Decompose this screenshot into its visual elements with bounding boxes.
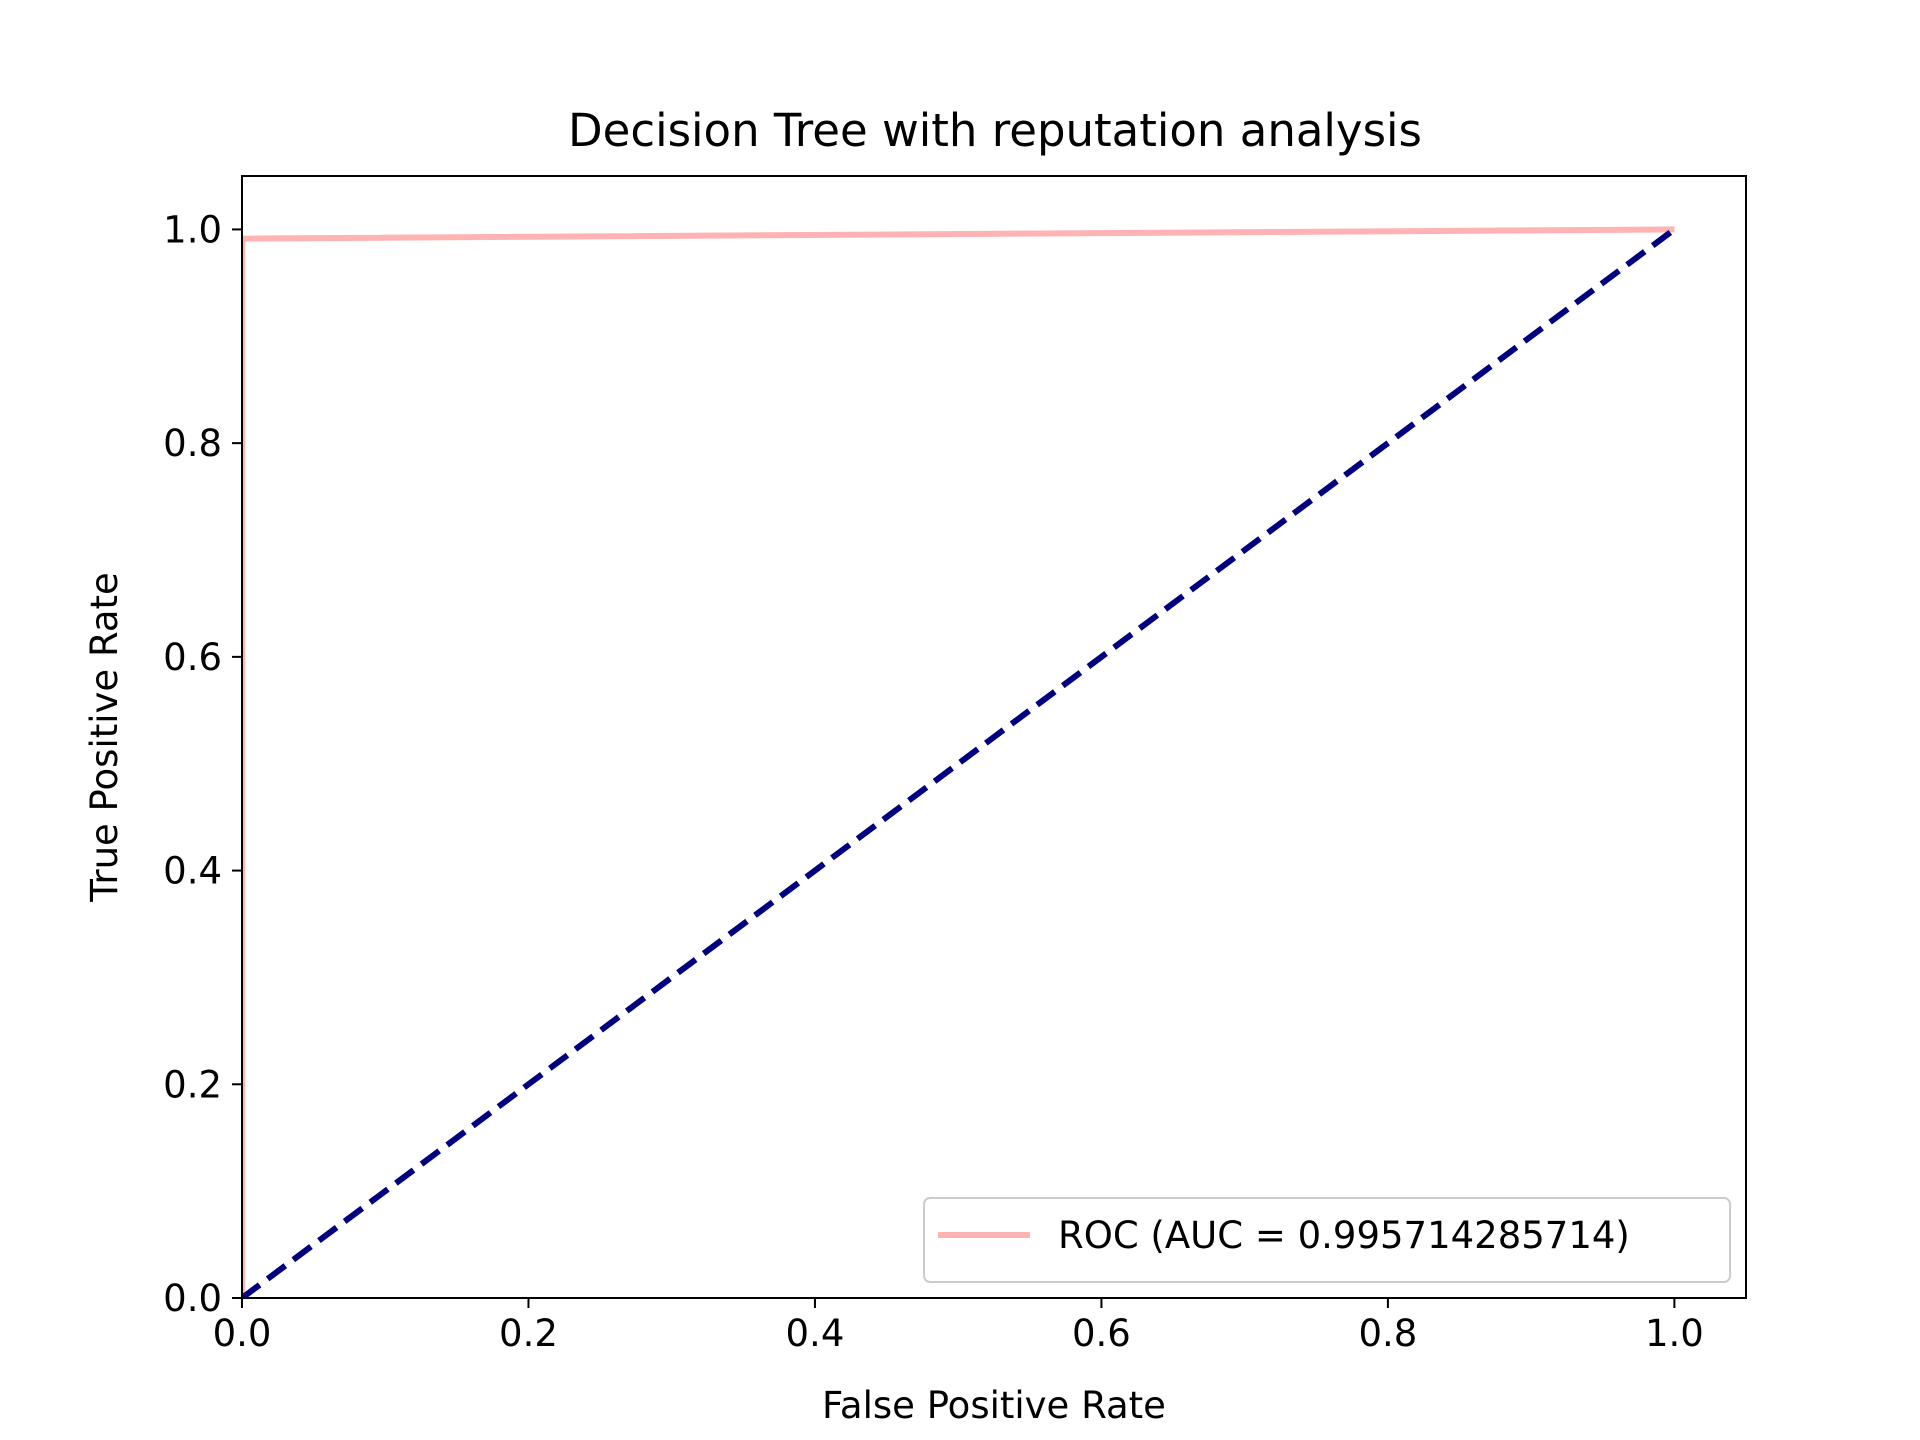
- roc-curve-line: [242, 226, 1675, 1298]
- x-tick-label: 0.4: [786, 1312, 845, 1355]
- y-tick-label: 0.2: [163, 1063, 222, 1106]
- y-axis: 0.0 0.2 0.4 0.6 0.8 1.0: [163, 208, 242, 1320]
- legend-label-roc: ROC (AUC = 0.995714285714): [1058, 1214, 1630, 1257]
- x-axis: 0.0 0.2 0.4 0.6 0.8 1.0: [213, 1298, 1704, 1355]
- axes-frame: [241, 175, 1747, 1299]
- series-layer: [242, 226, 1677, 1298]
- y-tick-label: 1.0: [163, 208, 222, 251]
- chart-title: Decision Tree with reputation analysis: [568, 104, 1422, 157]
- x-tick-label: 0.2: [499, 1312, 558, 1355]
- y-tick-label: 0.8: [163, 422, 222, 465]
- x-axis-title: False Positive Rate: [822, 1384, 1166, 1427]
- y-tick-label: 0.6: [163, 636, 222, 679]
- legend-box: [923, 1197, 1731, 1283]
- x-tick-label: 0.6: [1072, 1312, 1131, 1355]
- legend: ROC (AUC = 0.995714285714): [923, 1197, 1731, 1283]
- y-tick-label: 0.0: [163, 1277, 222, 1320]
- y-tick-label: 0.4: [163, 850, 222, 893]
- plot-area: [242, 226, 1677, 1298]
- chance-diagonal-line: [242, 227, 1677, 1298]
- x-tick-label: 0.8: [1358, 1312, 1417, 1355]
- y-axis-title: True Positive Rate: [83, 572, 126, 903]
- x-tick-label: 0.0: [213, 1312, 272, 1355]
- x-tick-label: 1.0: [1645, 1312, 1704, 1355]
